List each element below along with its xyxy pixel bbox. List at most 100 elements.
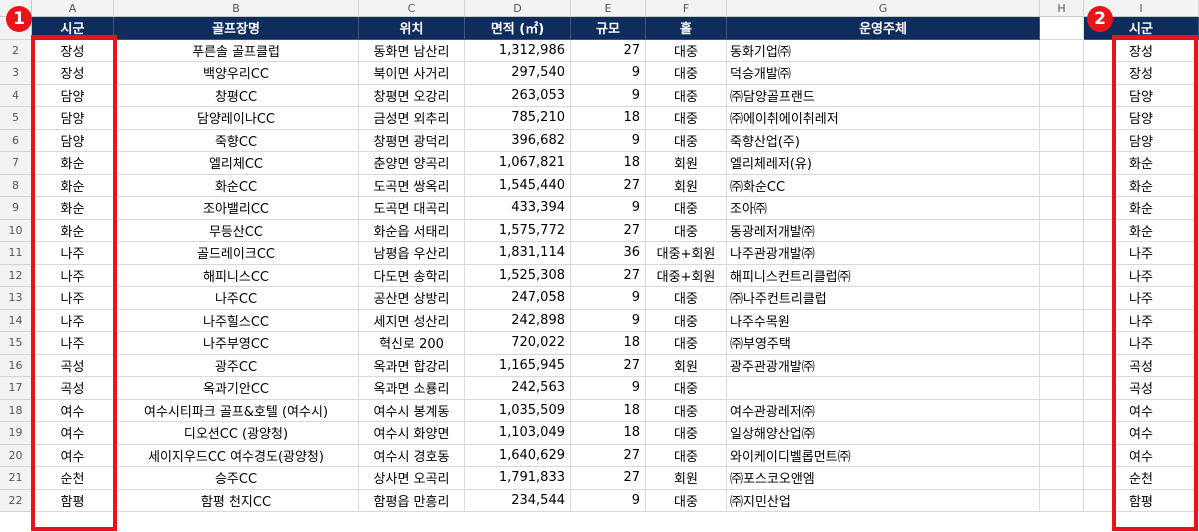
table-cell[interactable]: 창평면 광덕리 — [359, 129, 465, 152]
row-header[interactable]: 16 — [0, 354, 32, 377]
table-cell[interactable]: 동광레저개발㈜ — [727, 219, 1040, 242]
empty-cell[interactable] — [1040, 242, 1084, 265]
column-i-cell[interactable]: 담양 — [1084, 129, 1199, 152]
table-cell[interactable]: 세지면 성산리 — [359, 309, 465, 332]
table-cell[interactable]: 일상해양산업㈜ — [727, 422, 1040, 445]
table-cell[interactable]: 785,210 — [465, 107, 571, 130]
row-header[interactable]: 2 — [0, 39, 32, 62]
column-i-cell[interactable]: 장성 — [1084, 39, 1199, 62]
table-cell[interactable]: 1,545,440 — [465, 174, 571, 197]
table-cell[interactable]: 9 — [571, 309, 646, 332]
table-cell[interactable]: 대중 — [646, 444, 727, 467]
table-cell[interactable]: 18 — [571, 152, 646, 175]
table-header-cell[interactable]: 규모 — [571, 17, 646, 40]
table-cell[interactable]: 720,022 — [465, 332, 571, 355]
table-cell[interactable]: 27 — [571, 264, 646, 287]
column-i-cell[interactable]: 나주 — [1084, 332, 1199, 355]
table-cell[interactable]: 나주 — [32, 264, 114, 287]
row-header[interactable]: 19 — [0, 422, 32, 445]
empty-cell[interactable] — [1040, 377, 1084, 400]
table-cell[interactable]: 27 — [571, 467, 646, 490]
row-header[interactable]: 6 — [0, 129, 32, 152]
table-cell[interactable]: 해피니스컨트리클럽㈜ — [727, 264, 1040, 287]
table-cell[interactable]: 회원 — [646, 354, 727, 377]
table-cell[interactable]: 대중 — [646, 39, 727, 62]
row-header[interactable]: 8 — [0, 174, 32, 197]
row-header[interactable]: 7 — [0, 152, 32, 175]
table-cell[interactable]: 대중 — [646, 489, 727, 512]
row-header[interactable]: 20 — [0, 444, 32, 467]
table-cell[interactable]: 담양 — [32, 107, 114, 130]
table-cell[interactable]: 1,035,509 — [465, 399, 571, 422]
table-cell[interactable]: 도곡면 대곡리 — [359, 197, 465, 220]
column-header-e[interactable]: E — [571, 0, 646, 17]
row-header[interactable]: 21 — [0, 467, 32, 490]
column-i-cell[interactable]: 화순 — [1084, 219, 1199, 242]
table-cell[interactable]: 대중+회원 — [646, 264, 727, 287]
table-cell[interactable]: 무등산CC — [114, 219, 359, 242]
column-i-cell[interactable]: 순천 — [1084, 467, 1199, 490]
table-cell[interactable]: 나주 — [32, 242, 114, 265]
row-header[interactable]: 9 — [0, 197, 32, 220]
table-cell[interactable]: 9 — [571, 62, 646, 85]
table-cell[interactable]: 금성면 외추리 — [359, 107, 465, 130]
table-cell[interactable]: 18 — [571, 422, 646, 445]
table-cell[interactable]: 세이지우드CC 여수경도(광양청) — [114, 444, 359, 467]
table-cell[interactable]: 여수시 화양면 — [359, 422, 465, 445]
table-cell[interactable]: 9 — [571, 489, 646, 512]
table-cell[interactable]: 화순 — [32, 174, 114, 197]
empty-cell[interactable] — [1040, 107, 1084, 130]
column-header-h[interactable]: H — [1040, 0, 1084, 17]
table-cell[interactable]: 창평CC — [114, 84, 359, 107]
row-header[interactable]: 22 — [0, 489, 32, 512]
table-cell[interactable]: 27 — [571, 39, 646, 62]
table-cell[interactable]: 회원 — [646, 467, 727, 490]
table-cell[interactable]: 247,058 — [465, 287, 571, 310]
table-cell[interactable]: 대중 — [646, 84, 727, 107]
table-cell[interactable]: 옥과기안CC — [114, 377, 359, 400]
table-cell[interactable]: ㈜부영주택 — [727, 332, 1040, 355]
column-i-cell[interactable]: 곡성 — [1084, 377, 1199, 400]
table-cell[interactable]: 조아밸리CC — [114, 197, 359, 220]
table-cell[interactable]: 나주 — [32, 309, 114, 332]
column-header-d[interactable]: D — [465, 0, 571, 17]
row-header[interactable]: 11 — [0, 242, 32, 265]
empty-cell[interactable] — [1040, 287, 1084, 310]
table-header-cell[interactable]: 홀 — [646, 17, 727, 40]
table-cell[interactable]: 죽향산업(주) — [727, 129, 1040, 152]
row-header[interactable]: 10 — [0, 219, 32, 242]
table-cell[interactable]: 1,640,629 — [465, 444, 571, 467]
table-cell[interactable]: 함평 — [32, 489, 114, 512]
column-i-cell[interactable]: 여수 — [1084, 422, 1199, 445]
table-cell[interactable]: 장성 — [32, 62, 114, 85]
table-cell[interactable]: ㈜나주컨트리클럽 — [727, 287, 1040, 310]
table-cell[interactable]: 263,053 — [465, 84, 571, 107]
column-i-cell[interactable]: 담양 — [1084, 84, 1199, 107]
table-cell[interactable]: 9 — [571, 377, 646, 400]
table-cell[interactable]: 푸른솔 골프클럽 — [114, 39, 359, 62]
table-cell[interactable]: 36 — [571, 242, 646, 265]
table-header-cell[interactable]: 운영주체 — [727, 17, 1040, 40]
table-cell[interactable]: 대중+회원 — [646, 242, 727, 265]
table-cell[interactable]: 도곡면 쌍옥리 — [359, 174, 465, 197]
column-header-a[interactable]: A — [32, 0, 114, 17]
table-header-cell[interactable]: 위치 — [359, 17, 465, 40]
table-cell[interactable]: 9 — [571, 287, 646, 310]
table-cell[interactable]: 죽향CC — [114, 129, 359, 152]
table-cell[interactable]: 광주관광개발㈜ — [727, 354, 1040, 377]
column-i-cell[interactable]: 화순 — [1084, 152, 1199, 175]
empty-cell[interactable] — [1040, 354, 1084, 377]
table-cell[interactable]: 함평 천지CC — [114, 489, 359, 512]
row-header[interactable]: 5 — [0, 107, 32, 130]
row-header[interactable]: 13 — [0, 287, 32, 310]
table-cell[interactable]: 광주CC — [114, 354, 359, 377]
column-i-header-cell[interactable]: 시군 — [1084, 17, 1199, 40]
table-cell[interactable]: 대중 — [646, 129, 727, 152]
table-cell[interactable]: 상사면 오곡리 — [359, 467, 465, 490]
empty-cell[interactable] — [1040, 467, 1084, 490]
table-cell[interactable]: 433,394 — [465, 197, 571, 220]
table-cell[interactable]: 나주 — [32, 332, 114, 355]
table-cell[interactable]: 1,312,986 — [465, 39, 571, 62]
table-cell[interactable]: 춘양면 양곡리 — [359, 152, 465, 175]
table-cell[interactable]: 1,791,833 — [465, 467, 571, 490]
